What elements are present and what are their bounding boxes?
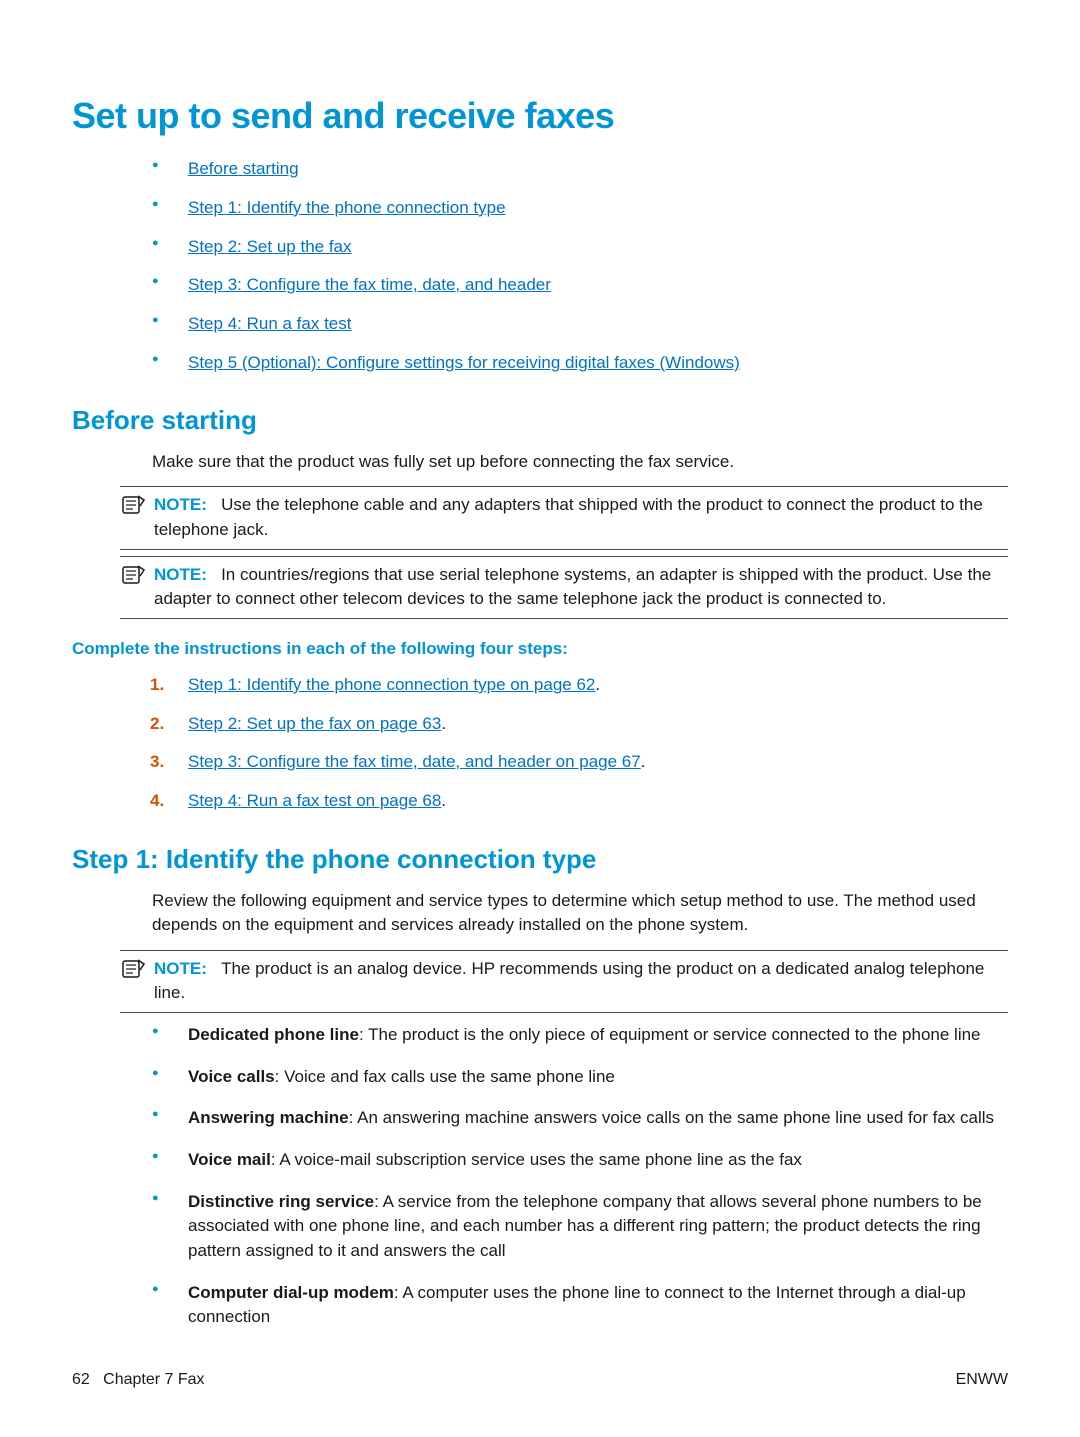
toc-item: Step 2: Set up the fax — [152, 235, 1008, 259]
note-label: NOTE: — [154, 495, 207, 514]
toc-link-step5[interactable]: Step 5 (Optional): Configure settings fo… — [188, 353, 740, 372]
connection-types-list: Dedicated phone line: The product is the… — [152, 1023, 1008, 1330]
step-tail: . — [441, 714, 446, 733]
step-tail: . — [595, 675, 600, 694]
toc-list: Before starting Step 1: Identify the pho… — [152, 157, 1008, 375]
step1-heading: Step 1: Identify the phone connection ty… — [72, 844, 1008, 875]
list-item: Dedicated phone line: The product is the… — [152, 1023, 1008, 1048]
note-icon — [120, 564, 146, 586]
note-block-1: NOTE: Use the telephone cable and any ad… — [120, 486, 1008, 549]
term-voice-calls: Voice calls — [188, 1067, 275, 1086]
desc: : A voice-mail subscription service uses… — [271, 1150, 802, 1169]
toc-item: Before starting — [152, 157, 1008, 181]
step-tail: . — [641, 752, 646, 771]
step1-intro: Review the following equipment and servi… — [152, 889, 1008, 938]
complete-instructions-subheading: Complete the instructions in each of the… — [72, 639, 1008, 659]
step-link-1[interactable]: Step 1: Identify the phone connection ty… — [188, 675, 595, 694]
list-item: Voice mail: A voice-mail subscription se… — [152, 1148, 1008, 1173]
steps-numbered-list: Step 1: Identify the phone connection ty… — [150, 673, 1008, 814]
toc-link-before-starting[interactable]: Before starting — [188, 159, 299, 178]
note-2-text: In countries/regions that use serial tel… — [154, 565, 991, 609]
footer-right: ENWW — [956, 1371, 1008, 1389]
term-answering-machine: Answering machine — [188, 1108, 349, 1127]
before-starting-intro: Make sure that the product was fully set… — [152, 450, 1008, 475]
note-icon — [120, 958, 146, 980]
toc-link-step3[interactable]: Step 3: Configure the fax time, date, an… — [188, 275, 551, 294]
page-footer: 62 Chapter 7 Fax ENWW — [72, 1371, 1008, 1389]
toc-link-step1[interactable]: Step 1: Identify the phone connection ty… — [188, 198, 506, 217]
desc: : The product is the only piece of equip… — [359, 1025, 981, 1044]
note-1-text: Use the telephone cable and any adapters… — [154, 495, 983, 539]
toc-item: Step 1: Identify the phone connection ty… — [152, 196, 1008, 220]
toc-item: Step 4: Run a fax test — [152, 312, 1008, 336]
toc-item: Step 5 (Optional): Configure settings fo… — [152, 351, 1008, 375]
page-title: Set up to send and receive faxes — [72, 95, 1008, 137]
step1-note-text: The product is an analog device. HP reco… — [154, 959, 984, 1003]
note-block-2: NOTE: In countries/regions that use seri… — [120, 556, 1008, 619]
step-list-item: Step 1: Identify the phone connection ty… — [150, 673, 1008, 698]
step-tail: . — [441, 791, 446, 810]
list-item: Computer dial-up modem: A computer uses … — [152, 1281, 1008, 1330]
before-starting-heading: Before starting — [72, 405, 1008, 436]
step-link-2[interactable]: Step 2: Set up the fax on page 63 — [188, 714, 441, 733]
term-dedicated-phone-line: Dedicated phone line — [188, 1025, 359, 1044]
chapter-label: Chapter 7 Fax — [103, 1371, 204, 1388]
term-dial-up-modem: Computer dial-up modem — [188, 1283, 394, 1302]
term-voice-mail: Voice mail — [188, 1150, 271, 1169]
desc: : An answering machine answers voice cal… — [349, 1108, 994, 1127]
list-item: Answering machine: An answering machine … — [152, 1106, 1008, 1131]
step-list-item: Step 2: Set up the fax on page 63. — [150, 712, 1008, 737]
step-link-4[interactable]: Step 4: Run a fax test on page 68 — [188, 791, 441, 810]
note-label: NOTE: — [154, 565, 207, 584]
desc: : Voice and fax calls use the same phone… — [275, 1067, 615, 1086]
note-block-3: NOTE: The product is an analog device. H… — [120, 950, 1008, 1013]
note-label: NOTE: — [154, 959, 207, 978]
toc-item: Step 3: Configure the fax time, date, an… — [152, 273, 1008, 297]
toc-link-step4[interactable]: Step 4: Run a fax test — [188, 314, 351, 333]
step-link-3[interactable]: Step 3: Configure the fax time, date, an… — [188, 752, 641, 771]
list-item: Voice calls: Voice and fax calls use the… — [152, 1065, 1008, 1090]
toc-link-step2[interactable]: Step 2: Set up the fax — [188, 237, 352, 256]
term-distinctive-ring: Distinctive ring service — [188, 1192, 374, 1211]
page-number: 62 — [72, 1371, 90, 1388]
list-item: Distinctive ring service: A service from… — [152, 1190, 1008, 1264]
note-icon — [120, 494, 146, 516]
step-list-item: Step 4: Run a fax test on page 68. — [150, 789, 1008, 814]
step-list-item: Step 3: Configure the fax time, date, an… — [150, 750, 1008, 775]
